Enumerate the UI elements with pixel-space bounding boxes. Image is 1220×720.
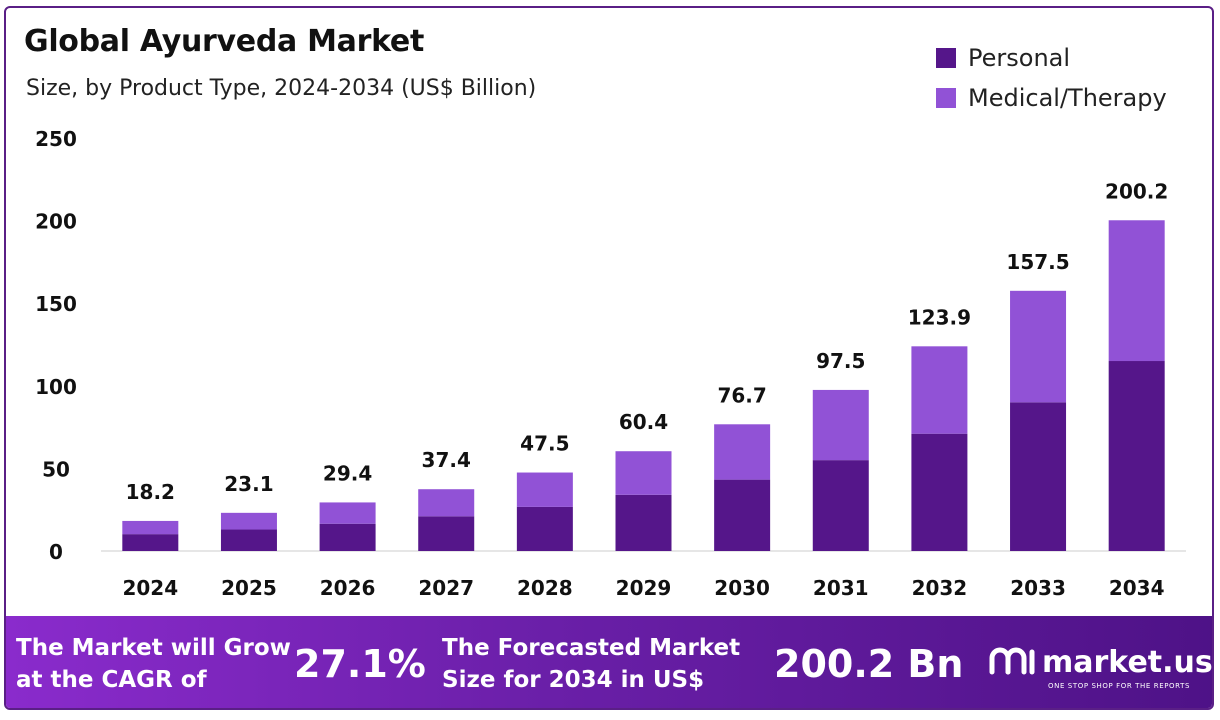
bar-total-label: 200.2 — [1105, 179, 1168, 203]
x-tick-label: 2024 — [122, 576, 178, 600]
x-tick-label: 2031 — [813, 576, 869, 600]
y-tick-label: 50 — [42, 457, 70, 481]
bar-personal — [615, 494, 672, 551]
legend-swatch-medical — [936, 88, 956, 108]
bar-personal — [122, 534, 179, 551]
legend-item-personal: Personal — [936, 38, 1167, 78]
bar-medical — [220, 512, 277, 530]
bar-total-label: 157.5 — [1006, 250, 1069, 274]
brand-logo: market.us ONE STOP SHOP FOR THE REPORTS — [986, 642, 1213, 690]
bar-medical — [516, 472, 573, 507]
bar-medical — [911, 346, 968, 434]
bar-medical — [1108, 220, 1165, 362]
brand-tagline: ONE STOP SHOP FOR THE REPORTS — [1048, 682, 1191, 690]
bar-total-label: 97.5 — [816, 349, 865, 373]
legend: Personal Medical/Therapy — [936, 38, 1167, 118]
x-tick-label: 2029 — [616, 576, 672, 600]
bar-total-label: 47.5 — [520, 432, 569, 456]
legend-item-medical: Medical/Therapy — [936, 78, 1167, 118]
cagr-value: 27.1% — [294, 642, 426, 686]
bar-personal — [220, 529, 277, 551]
market-us-logo-icon — [989, 647, 1035, 675]
x-tick-label: 2030 — [714, 576, 770, 600]
y-tick-label: 0 — [49, 540, 63, 564]
bar-personal — [516, 506, 573, 551]
y-tick-label: 100 — [35, 375, 77, 399]
cagr-caption: The Market will Grow at the CAGR of — [16, 632, 291, 696]
x-tick-label: 2034 — [1109, 576, 1165, 600]
y-tick-label: 200 — [35, 210, 77, 234]
x-tick-label: 2027 — [418, 576, 474, 600]
chart-subtitle: Size, by Product Type, 2024-2034 (US$ Bi… — [26, 76, 537, 101]
forecast-value: 200.2 Bn — [774, 642, 964, 686]
stacked-bar-chart: 0 50 100 150 200 250 18.2 2024 23.1 2025 29.4 2026 3… — [35, 127, 1186, 600]
x-tick-label: 2028 — [517, 576, 573, 600]
legend-label-medical: Medical/Therapy — [968, 84, 1167, 112]
cagr-caption-line1: The Market will Grow — [16, 635, 291, 661]
y-tick-label: 150 — [35, 292, 77, 316]
bar-total-label: 123.9 — [908, 305, 971, 329]
brand-name: market.us — [1042, 644, 1213, 680]
legend-label-personal: Personal — [968, 44, 1071, 72]
bar-total-label: 37.4 — [422, 448, 471, 472]
x-tick-label: 2032 — [912, 576, 968, 600]
bar-medical — [319, 502, 376, 524]
bar-total-label: 18.2 — [126, 480, 175, 504]
bar-personal — [1010, 402, 1067, 551]
bar-personal — [812, 460, 869, 551]
chart-title: Global Ayurveda Market — [24, 24, 425, 59]
bar-total-label: 76.7 — [717, 383, 766, 407]
y-tick-label: 250 — [35, 127, 77, 151]
forecast-caption: The Forecasted Market Size for 2034 in U… — [442, 632, 740, 696]
bar-total-label: 60.4 — [619, 410, 668, 434]
summary-banner: The Market will Grow at the CAGR of 27.1… — [6, 616, 1213, 708]
x-tick-label: 2025 — [221, 576, 277, 600]
x-tick-label: 2033 — [1010, 576, 1066, 600]
cagr-caption-line2: at the CAGR of — [16, 667, 207, 693]
bar-total-label: 29.4 — [323, 461, 372, 485]
bar-personal — [911, 433, 968, 551]
bar-medical — [122, 520, 179, 535]
bar-medical — [1010, 290, 1067, 403]
bar-personal — [1108, 361, 1165, 551]
bar-medical — [418, 489, 475, 517]
bar-total-label: 23.1 — [224, 472, 273, 496]
x-tick-label: 2026 — [320, 576, 376, 600]
bar-medical — [615, 451, 672, 495]
bar-personal — [418, 516, 475, 551]
bar-medical — [714, 424, 771, 480]
bar-medical — [812, 389, 869, 461]
forecast-caption-line1: The Forecasted Market — [442, 635, 741, 661]
chart-frame: Global Ayurveda Market Size, by Product … — [4, 6, 1214, 710]
bar-personal — [319, 523, 376, 551]
forecast-caption-line2: Size for 2034 in US$ — [442, 667, 705, 693]
legend-swatch-personal — [936, 48, 956, 68]
bar-personal — [714, 479, 771, 551]
